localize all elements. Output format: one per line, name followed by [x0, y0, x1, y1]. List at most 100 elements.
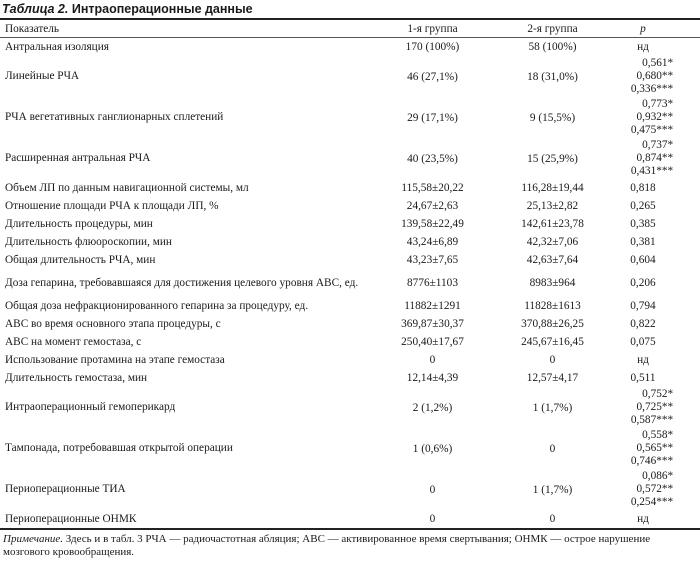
- p-value-cell: 0,381: [600, 233, 700, 251]
- group-2-value: 9 (15,5%): [529, 111, 576, 124]
- p-value: 0,254***: [630, 496, 674, 509]
- group-2-value: 116,28±19,44: [521, 182, 584, 194]
- p-value: нд: [637, 354, 649, 366]
- p-value-cell: 0,075: [600, 333, 700, 351]
- p-value: 0,511: [630, 372, 656, 384]
- group-2-value: 0: [549, 354, 556, 366]
- group-1-value: 170 (100%): [405, 41, 460, 53]
- group-1-value: 24,67±2,63: [406, 200, 459, 212]
- row-label: Доза гепарина, требовавшаяся для достиже…: [5, 276, 359, 289]
- table-row: АВС на момент гемостаза, с 250,40±17,67 24…: [0, 333, 700, 351]
- p-value: 0,932**: [636, 110, 674, 123]
- p-value: 0,818: [630, 182, 656, 194]
- table-row: Длительность флюороскопии, мин 43,24±6,89…: [0, 233, 700, 251]
- group-1-value: 115,58±20,22: [401, 182, 464, 194]
- group-1-value: 29 (17,1%): [407, 111, 458, 124]
- group-1-value: 2 (1,2%): [412, 401, 453, 414]
- p-value: 0,431***: [630, 165, 674, 178]
- group-2-value: 8983±964: [529, 277, 576, 289]
- p-value-cell: 0,604: [600, 251, 700, 269]
- group-1-value: 250,40±17,67: [401, 336, 464, 348]
- group-1-value: 40 (23,5%): [407, 152, 458, 165]
- p-value: 0,822: [630, 318, 656, 330]
- p-value: нд: [637, 41, 649, 53]
- top-rule: [0, 18, 700, 20]
- group-1-value: 12,14±4,39: [406, 372, 459, 384]
- group-1-value: 43,23±7,65: [406, 254, 459, 266]
- table-note: Примечание. Здесь и в табл. 3 РЧА — ради…: [3, 533, 697, 559]
- group-2-value: 42,32±7,06: [526, 236, 579, 248]
- row-label: Интраоперационный гемоперикард: [5, 401, 176, 413]
- p-value: 0,680**: [636, 69, 674, 82]
- group-2-value: 1 (1,7%): [532, 401, 573, 414]
- group-2-value: 58 (100%): [528, 41, 577, 53]
- group-2-value: 1 (1,7%): [532, 483, 573, 496]
- p-value: 0,206: [630, 277, 656, 289]
- p-value-cell: нд: [600, 38, 700, 57]
- table-title: Таблица 2. Интраоперационные данные: [0, 0, 700, 18]
- p-value-cell: 0,822: [600, 315, 700, 333]
- table-row: Общая доза нефракционированного гепарина…: [0, 297, 700, 315]
- data-table: Показатель 1-я группа 2-я группа p Антра…: [0, 21, 700, 528]
- p-value: 0,086*: [642, 469, 674, 482]
- p-value: 0,075: [630, 336, 656, 348]
- table-row: Длительность гемостаза, мин 12,14±4,39 12,…: [0, 369, 700, 387]
- p-values: 0,773* 0,932** 0,475***: [613, 98, 673, 138]
- bottom-rule: [0, 528, 700, 530]
- p-value: 0,794: [630, 300, 656, 312]
- table-row: АВС во время основного этапа процедуры, …: [0, 315, 700, 333]
- p-value-cell: 0,561* 0,680** 0,336***: [600, 56, 700, 97]
- p-value-cell: 0,086* 0,572** 0,254***: [600, 469, 700, 510]
- row-label: Антральная изоляция: [5, 40, 109, 53]
- group-2-value: 18 (31,0%): [527, 70, 578, 83]
- p-value: 0,381: [630, 236, 656, 248]
- p-value-cell: 0,206: [600, 269, 700, 297]
- table-row: Периоперационные ТИА 0 1 (1,7%) 0,086* 0,572…: [0, 469, 700, 510]
- group-2-value: 15 (25,9%): [527, 152, 578, 165]
- group-1-value: 8776±1103: [407, 277, 458, 289]
- group-2-value: 12,57±4,17: [526, 372, 579, 384]
- p-value: 0,385: [630, 218, 656, 230]
- row-label: Длительность гемостаза, мин: [5, 371, 148, 384]
- p-value-cell: 0,818: [600, 179, 700, 197]
- table-caption: Интраоперационные данные: [71, 2, 253, 16]
- p-value: 0,604: [630, 254, 656, 266]
- group-2-value: 11828±1613: [524, 300, 581, 312]
- table-header-row: Показатель 1-я группа 2-я группа p: [0, 21, 700, 38]
- group-2-value: 25,13±2,82: [526, 200, 579, 212]
- table-row: Отношение площади РЧА к площади ЛП, % 24,…: [0, 197, 700, 215]
- group-2-value: 0: [549, 513, 556, 525]
- group-2-value: 245,67±16,45: [521, 336, 584, 348]
- p-value-cell: 0,737* 0,874** 0,431***: [600, 138, 700, 179]
- p-value: 0,475***: [630, 124, 674, 137]
- p-value-cell: нд: [600, 351, 700, 369]
- table-row: Антральная изоляция 170 (100%) 58 (100%) нд: [0, 38, 700, 57]
- p-values: 0,752* 0,725** 0,587***: [613, 388, 673, 428]
- p-value: 0,565**: [636, 441, 674, 454]
- p-value-cell: 0,385: [600, 215, 700, 233]
- group-1-value: 139,58±22,49: [401, 218, 464, 230]
- p-value: 0,336***: [630, 83, 674, 96]
- group-1-value: 0: [429, 354, 436, 366]
- group-1-value: 46 (27,1%): [407, 70, 458, 83]
- p-value-cell: 0,794: [600, 297, 700, 315]
- table-number: Таблица 2.: [2, 2, 69, 16]
- p-values: 0,086* 0,572** 0,254***: [613, 470, 673, 510]
- table-row: Расширенная антральная РЧА 40 (23,5%) 15 (…: [0, 138, 700, 179]
- p-values: 0,558* 0,565** 0,746***: [613, 429, 673, 469]
- table-row: Длительность процедуры, мин 139,58±22,49 1…: [0, 215, 700, 233]
- table-row: Объем ЛП по данным навигационной системы…: [0, 179, 700, 197]
- table-row: Доза гепарина, требовавшаяся для достиже…: [0, 269, 700, 297]
- p-value-cell: 0,752* 0,725** 0,587***: [600, 387, 700, 428]
- row-label: Тампонада, потребовавшая открытой операц…: [5, 442, 233, 454]
- p-value: 0,587***: [630, 414, 674, 427]
- group-1-value: 1 (0,6%): [412, 442, 453, 455]
- p-value: 0,561*: [642, 56, 674, 69]
- p-value: 0,746***: [630, 455, 674, 468]
- header-indicator: Показатель: [0, 21, 385, 38]
- table-row: Интраоперационный гемоперикард 2 (1,2%) 1 …: [0, 387, 700, 428]
- p-value: 0,572**: [636, 482, 674, 495]
- row-label: Расширенная антральная РЧА: [5, 152, 151, 164]
- group-2-value: 142,61±23,78: [521, 218, 584, 230]
- p-value-cell: 0,773* 0,932** 0,475***: [600, 97, 700, 138]
